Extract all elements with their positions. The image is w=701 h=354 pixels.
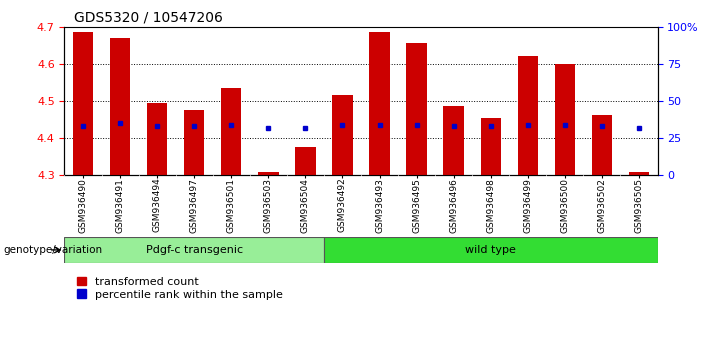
Bar [73,32,93,175]
Bar [407,43,427,175]
Text: GSM936503: GSM936503 [264,178,273,233]
Bar [295,147,315,175]
Bar [64,237,324,263]
Bar [592,115,612,175]
Text: GSM936499: GSM936499 [524,178,532,233]
Text: GSM936505: GSM936505 [634,178,644,233]
Text: GSM936498: GSM936498 [486,178,495,233]
Text: GSM936496: GSM936496 [449,178,458,233]
Text: GDS5320 / 10547206: GDS5320 / 10547206 [74,11,223,25]
Text: GSM936504: GSM936504 [301,178,310,233]
Text: Pdgf-c transgenic: Pdgf-c transgenic [146,245,243,255]
Bar [332,95,353,175]
Legend: transformed count, percentile rank within the sample: transformed count, percentile rank withi… [77,276,283,299]
Bar [324,237,658,263]
Text: GSM936500: GSM936500 [560,178,569,233]
Bar [221,88,241,175]
Bar [444,106,464,175]
Text: wild type: wild type [465,245,516,255]
Text: GSM936495: GSM936495 [412,178,421,233]
Text: GSM936502: GSM936502 [597,178,606,233]
Bar [147,103,168,175]
Bar [629,172,649,175]
Text: GSM936497: GSM936497 [190,178,198,233]
Bar [369,32,390,175]
Text: GSM936494: GSM936494 [153,178,162,233]
Text: GSM936491: GSM936491 [116,178,125,233]
Bar [110,38,130,175]
Bar [481,118,501,175]
Bar [517,56,538,175]
Text: GSM936501: GSM936501 [227,178,236,233]
Bar [184,110,205,175]
Bar [258,172,278,175]
Text: GSM936493: GSM936493 [375,178,384,233]
Bar [554,64,575,175]
Text: genotype/variation: genotype/variation [4,245,102,255]
Text: GSM936492: GSM936492 [338,178,347,233]
Text: GSM936490: GSM936490 [79,178,88,233]
